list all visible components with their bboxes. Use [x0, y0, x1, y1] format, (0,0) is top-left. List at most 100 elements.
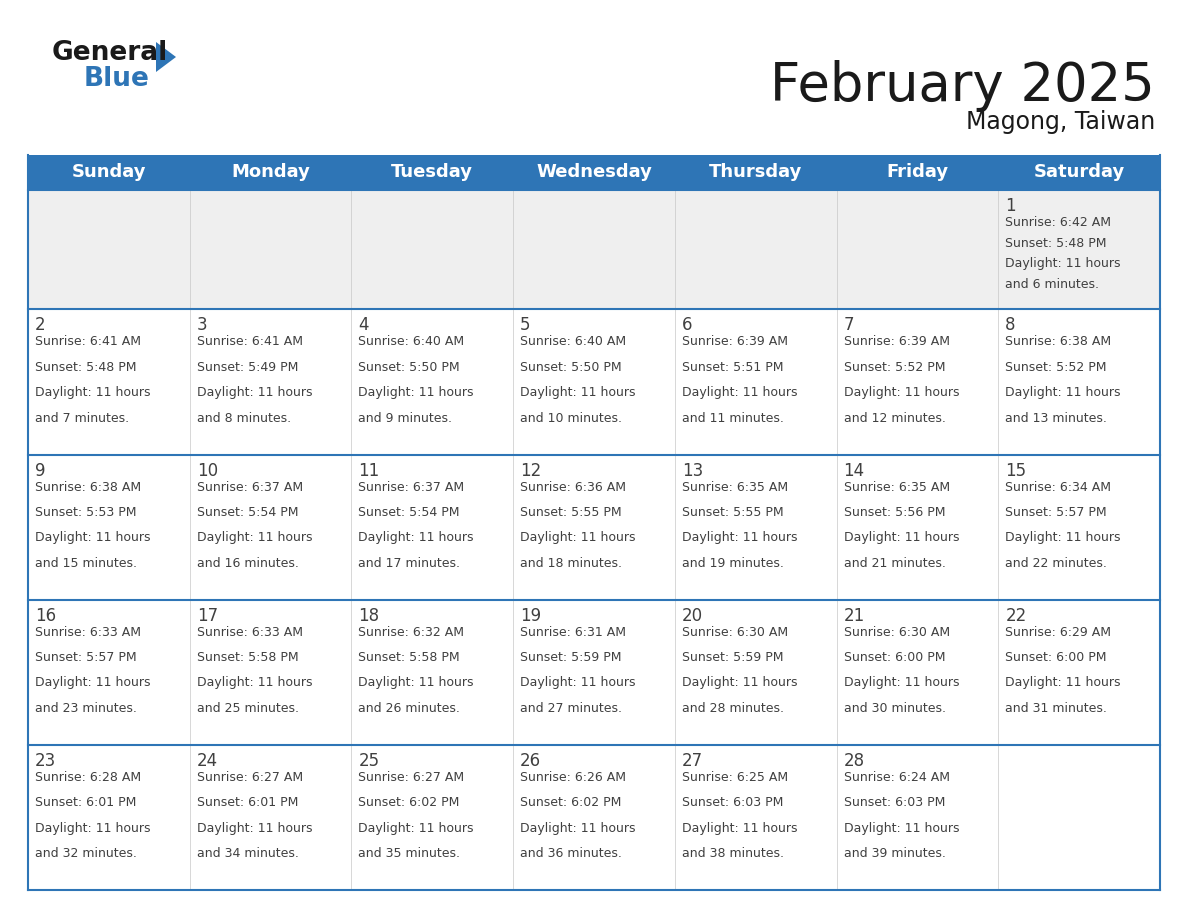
Text: Sunset: 6:00 PM: Sunset: 6:00 PM — [1005, 651, 1107, 664]
Polygon shape — [156, 42, 176, 72]
Text: 4: 4 — [359, 317, 369, 334]
Text: 26: 26 — [520, 752, 542, 770]
Text: Sunrise: 6:37 AM: Sunrise: 6:37 AM — [359, 480, 465, 494]
Text: 1: 1 — [1005, 196, 1016, 215]
Text: and 16 minutes.: and 16 minutes. — [197, 556, 298, 570]
Text: Sunrise: 6:30 AM: Sunrise: 6:30 AM — [843, 626, 949, 639]
Text: Sunset: 5:50 PM: Sunset: 5:50 PM — [520, 361, 621, 374]
Text: and 36 minutes.: and 36 minutes. — [520, 847, 623, 860]
Text: 10: 10 — [197, 462, 217, 479]
Text: and 26 minutes.: and 26 minutes. — [359, 702, 460, 715]
Text: 23: 23 — [34, 752, 56, 770]
Text: 13: 13 — [682, 462, 703, 479]
Text: 8: 8 — [1005, 317, 1016, 334]
Text: and 23 minutes.: and 23 minutes. — [34, 702, 137, 715]
Text: Sunset: 6:00 PM: Sunset: 6:00 PM — [843, 651, 946, 664]
Text: 28: 28 — [843, 752, 865, 770]
Bar — [29, 454, 1159, 599]
Text: 21: 21 — [843, 607, 865, 624]
Text: Sunrise: 6:32 AM: Sunrise: 6:32 AM — [359, 626, 465, 639]
Text: Sunrise: 6:38 AM: Sunrise: 6:38 AM — [34, 480, 141, 494]
Text: Sunrise: 6:31 AM: Sunrise: 6:31 AM — [520, 626, 626, 639]
Text: Saturday: Saturday — [1034, 163, 1125, 181]
Text: Daylight: 11 hours: Daylight: 11 hours — [1005, 677, 1120, 689]
Text: 17: 17 — [197, 607, 217, 624]
Text: Daylight: 11 hours: Daylight: 11 hours — [682, 677, 797, 689]
Text: Sunrise: 6:30 AM: Sunrise: 6:30 AM — [682, 626, 788, 639]
Text: 15: 15 — [1005, 462, 1026, 479]
Text: Sunset: 5:59 PM: Sunset: 5:59 PM — [520, 651, 621, 664]
Text: Sunset: 5:49 PM: Sunset: 5:49 PM — [197, 361, 298, 374]
Bar — [29, 599, 1159, 744]
Text: Sunrise: 6:41 AM: Sunrise: 6:41 AM — [34, 335, 141, 348]
Text: February 2025: February 2025 — [770, 60, 1155, 112]
Text: Sunset: 5:48 PM: Sunset: 5:48 PM — [34, 361, 137, 374]
Text: Sunrise: 6:33 AM: Sunrise: 6:33 AM — [197, 626, 303, 639]
Text: Sunrise: 6:35 AM: Sunrise: 6:35 AM — [843, 480, 949, 494]
Text: Daylight: 11 hours: Daylight: 11 hours — [520, 677, 636, 689]
Text: and 6 minutes.: and 6 minutes. — [1005, 278, 1099, 291]
Text: Sunset: 5:48 PM: Sunset: 5:48 PM — [1005, 237, 1107, 250]
Text: Sunset: 5:57 PM: Sunset: 5:57 PM — [34, 651, 137, 664]
Text: Sunrise: 6:39 AM: Sunrise: 6:39 AM — [682, 335, 788, 348]
Text: Daylight: 11 hours: Daylight: 11 hours — [197, 386, 312, 399]
Text: Sunset: 5:58 PM: Sunset: 5:58 PM — [359, 651, 460, 664]
Text: 18: 18 — [359, 607, 379, 624]
Text: and 19 minutes.: and 19 minutes. — [682, 556, 784, 570]
Text: and 13 minutes.: and 13 minutes. — [1005, 411, 1107, 424]
Text: Sunset: 5:59 PM: Sunset: 5:59 PM — [682, 651, 783, 664]
Text: 27: 27 — [682, 752, 703, 770]
Text: Sunrise: 6:33 AM: Sunrise: 6:33 AM — [34, 626, 141, 639]
Text: Tuesday: Tuesday — [391, 163, 473, 181]
Text: and 35 minutes.: and 35 minutes. — [359, 847, 461, 860]
Text: 11: 11 — [359, 462, 380, 479]
Text: Sunset: 6:01 PM: Sunset: 6:01 PM — [34, 796, 137, 810]
Text: Daylight: 11 hours: Daylight: 11 hours — [843, 532, 959, 544]
Text: and 25 minutes.: and 25 minutes. — [197, 702, 298, 715]
Text: Sunset: 5:53 PM: Sunset: 5:53 PM — [34, 506, 137, 519]
Text: Sunrise: 6:34 AM: Sunrise: 6:34 AM — [1005, 480, 1111, 494]
Text: Sunset: 5:58 PM: Sunset: 5:58 PM — [197, 651, 298, 664]
Text: 6: 6 — [682, 317, 693, 334]
Text: Daylight: 11 hours: Daylight: 11 hours — [682, 386, 797, 399]
Text: Magong, Taiwan: Magong, Taiwan — [966, 110, 1155, 134]
Text: Sunset: 6:03 PM: Sunset: 6:03 PM — [682, 796, 783, 810]
Text: 5: 5 — [520, 317, 531, 334]
Text: Sunset: 5:55 PM: Sunset: 5:55 PM — [520, 506, 621, 519]
Text: Sunrise: 6:27 AM: Sunrise: 6:27 AM — [197, 771, 303, 784]
Text: Daylight: 11 hours: Daylight: 11 hours — [843, 386, 959, 399]
Text: and 21 minutes.: and 21 minutes. — [843, 556, 946, 570]
Text: Sunrise: 6:40 AM: Sunrise: 6:40 AM — [520, 335, 626, 348]
Text: 14: 14 — [843, 462, 865, 479]
Text: Sunrise: 6:25 AM: Sunrise: 6:25 AM — [682, 771, 788, 784]
Text: Daylight: 11 hours: Daylight: 11 hours — [197, 677, 312, 689]
Text: Sunset: 6:02 PM: Sunset: 6:02 PM — [520, 796, 621, 810]
Text: Sunset: 5:50 PM: Sunset: 5:50 PM — [359, 361, 460, 374]
Text: Sunrise: 6:35 AM: Sunrise: 6:35 AM — [682, 480, 788, 494]
Text: Daylight: 11 hours: Daylight: 11 hours — [34, 677, 151, 689]
Text: Sunrise: 6:37 AM: Sunrise: 6:37 AM — [197, 480, 303, 494]
Text: and 27 minutes.: and 27 minutes. — [520, 702, 623, 715]
Text: Daylight: 11 hours: Daylight: 11 hours — [843, 822, 959, 834]
Text: Daylight: 11 hours: Daylight: 11 hours — [197, 532, 312, 544]
Text: and 17 minutes.: and 17 minutes. — [359, 556, 461, 570]
Text: Sunset: 6:01 PM: Sunset: 6:01 PM — [197, 796, 298, 810]
Text: and 39 minutes.: and 39 minutes. — [843, 847, 946, 860]
Text: and 32 minutes.: and 32 minutes. — [34, 847, 137, 860]
Text: Sunset: 5:51 PM: Sunset: 5:51 PM — [682, 361, 783, 374]
Text: Sunrise: 6:26 AM: Sunrise: 6:26 AM — [520, 771, 626, 784]
Text: Daylight: 11 hours: Daylight: 11 hours — [197, 822, 312, 834]
Text: Sunset: 5:52 PM: Sunset: 5:52 PM — [843, 361, 946, 374]
Text: Sunset: 5:54 PM: Sunset: 5:54 PM — [197, 506, 298, 519]
Text: and 9 minutes.: and 9 minutes. — [359, 411, 453, 424]
Text: 20: 20 — [682, 607, 703, 624]
Text: Daylight: 11 hours: Daylight: 11 hours — [359, 386, 474, 399]
Text: Daylight: 11 hours: Daylight: 11 hours — [520, 822, 636, 834]
Text: Daylight: 11 hours: Daylight: 11 hours — [682, 822, 797, 834]
Text: and 31 minutes.: and 31 minutes. — [1005, 702, 1107, 715]
Text: Daylight: 11 hours: Daylight: 11 hours — [1005, 532, 1120, 544]
Text: Sunrise: 6:42 AM: Sunrise: 6:42 AM — [1005, 216, 1111, 229]
Text: Friday: Friday — [886, 163, 948, 181]
Text: and 15 minutes.: and 15 minutes. — [34, 556, 137, 570]
Text: and 12 minutes.: and 12 minutes. — [843, 411, 946, 424]
